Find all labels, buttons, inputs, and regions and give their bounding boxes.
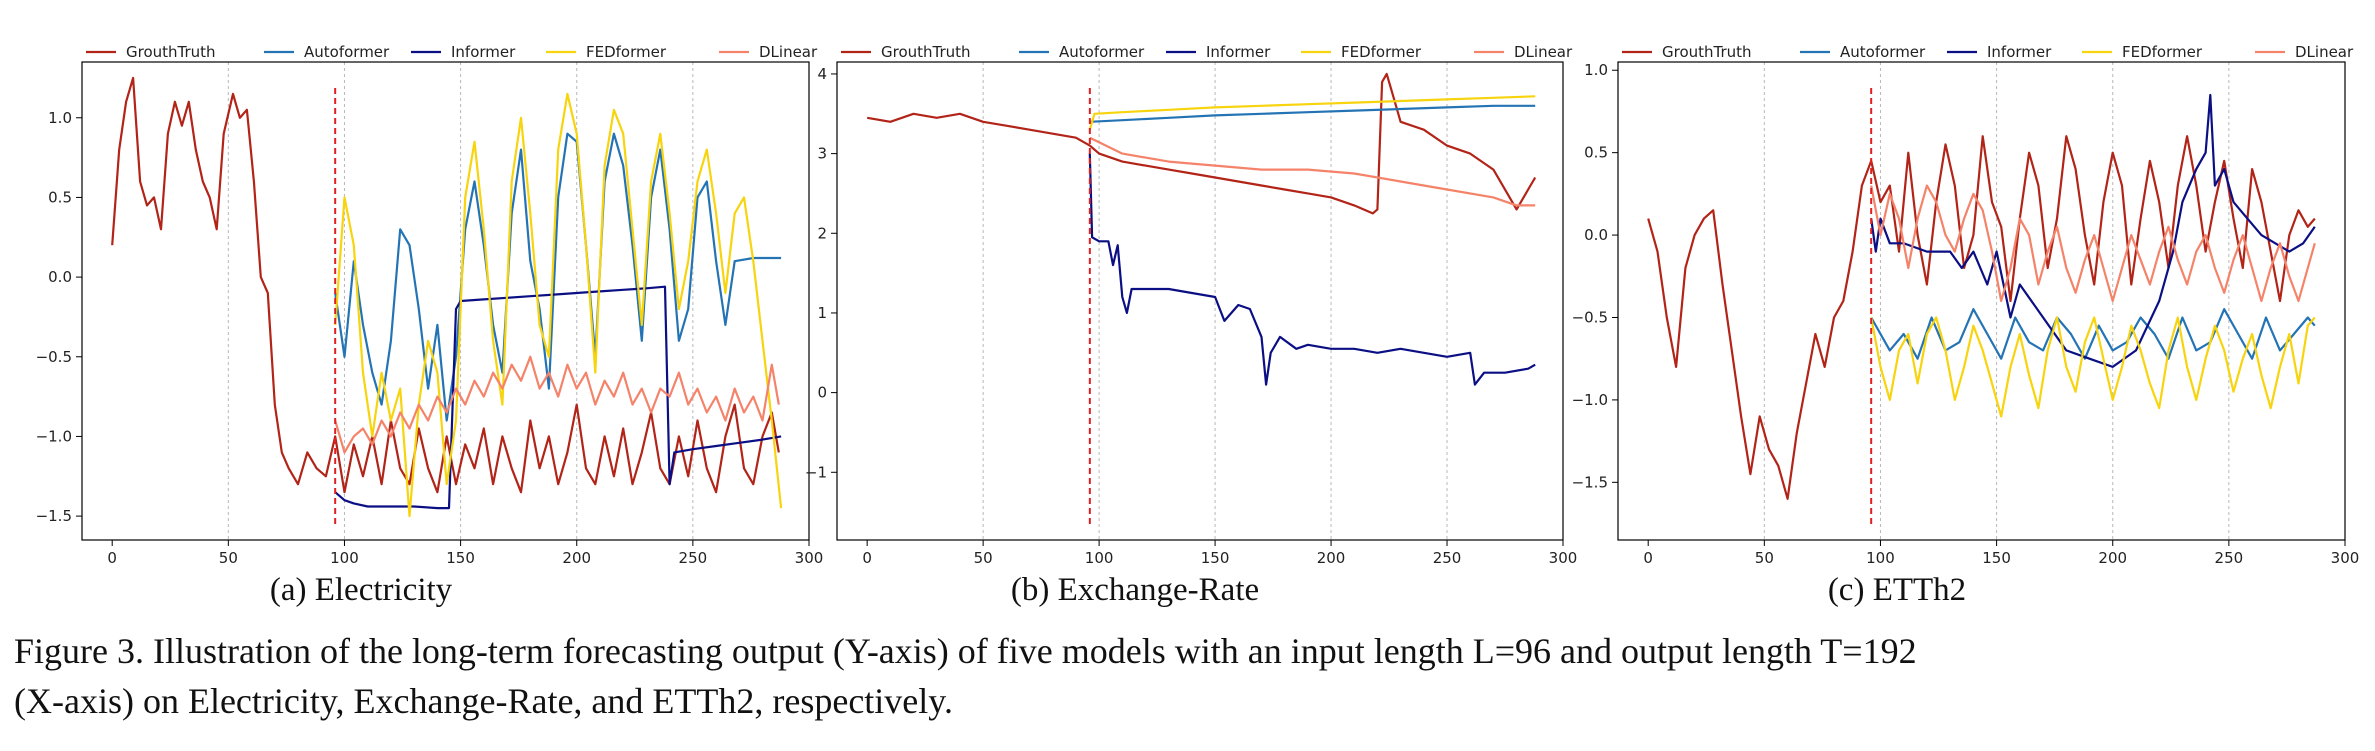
- series-group: [867, 72, 1537, 386]
- series-line-dlinear: [1089, 136, 1536, 207]
- axes-frame: [81, 61, 810, 541]
- y-tick-label: −1: [805, 463, 827, 481]
- x-tick-label: 250: [679, 549, 708, 567]
- x-tick-label: 50: [974, 549, 993, 567]
- y-tick-label: 1: [817, 304, 827, 322]
- series-line-informer: [1870, 93, 2316, 368]
- figure-caption: Figure 3. Illustration of the long-term …: [14, 626, 2354, 726]
- x-tick-label: 150: [1201, 549, 1230, 567]
- caption-line-1: Figure 3. Illustration of the long-term …: [14, 631, 1917, 671]
- series-line-informer: [334, 285, 782, 510]
- legend-label-autoformer: Autoformer: [1840, 43, 1926, 61]
- x-tick-label: 300: [795, 549, 824, 567]
- y-tick-label: 0.0: [48, 268, 72, 286]
- series-line-informer: [1088, 153, 1536, 386]
- x-tick-label: 250: [1433, 549, 1462, 567]
- legend-label-dlinear: DLinear: [2295, 43, 2354, 61]
- series-line-grouthtruth: [867, 72, 1537, 215]
- legend-label-fedformer: FEDformer: [586, 43, 667, 61]
- axes-frame: [836, 61, 1564, 541]
- y-tick-label: −1.0: [1572, 391, 1608, 409]
- series-group: [1647, 93, 2316, 500]
- subfigure-caption: (a) Electricity: [270, 572, 453, 608]
- x-tick-label: 0: [107, 549, 117, 567]
- y-tick-label: 0.5: [48, 188, 72, 206]
- legend-label-dlinear: DLinear: [759, 43, 818, 61]
- x-tick-label: 50: [1755, 549, 1774, 567]
- y-tick-label: 4: [817, 65, 827, 83]
- y-tick-label: 0: [817, 384, 827, 402]
- subfigure-caption: (b) Exchange-Rate: [1011, 572, 1259, 608]
- y-tick-label: −1.0: [36, 427, 72, 445]
- legend-label-fedformer: FEDformer: [1341, 43, 1422, 61]
- y-tick-label: −0.5: [36, 348, 72, 366]
- y-tick-label: 1.0: [1584, 61, 1608, 79]
- series-line-fedformer: [334, 92, 783, 518]
- chart-panel-2: 0 50 100 150 200 250 300 −1 0 1 2 3 4 GrouthTruth Auto…: [805, 43, 1577, 608]
- series-line-fedformer: [1870, 316, 2316, 418]
- series-line-dlinear: [1870, 184, 2316, 303]
- x-tick-label: 300: [1549, 549, 1578, 567]
- series-line-autoformer: [1089, 104, 1536, 123]
- series-group: [111, 76, 783, 518]
- legend-label-autoformer: Autoformer: [304, 43, 390, 61]
- series-line-dlinear: [334, 355, 780, 454]
- chart-panel-1: 0 50 100 150 200 250 300 −1.5 −1.0 −0.5 0.0 0.5 1.0 G…: [36, 43, 824, 608]
- legend-label-dlinear: DLinear: [1514, 43, 1573, 61]
- legend-label-informer: Informer: [1987, 43, 2052, 61]
- legend-label-autoformer: Autoformer: [1059, 43, 1145, 61]
- legend-label-grouthtruth: GrouthTruth: [1662, 43, 1752, 61]
- legend-label-grouthtruth: GrouthTruth: [126, 43, 216, 61]
- chart-panel-3: 0 50 100 150 200 250 300 −1.5 −1.0 −0.5 0.0 0.5 1.0 G…: [1572, 43, 2360, 608]
- caption-line-2: (X-axis) on Electricity, Exchange-Rate, …: [14, 681, 953, 721]
- x-tick-label: 150: [446, 549, 475, 567]
- y-tick-label: 2: [817, 224, 827, 242]
- y-tick-label: 3: [817, 145, 827, 163]
- x-tick-label: 100: [1085, 549, 1114, 567]
- series-line-grouthtruth: [1647, 135, 2316, 500]
- x-tick-label: 250: [2215, 549, 2244, 567]
- x-tick-label: 100: [1866, 549, 1895, 567]
- x-tick-label: 200: [1317, 549, 1346, 567]
- x-tick-label: 200: [2098, 549, 2127, 567]
- x-tick-label: 0: [1643, 549, 1653, 567]
- x-tick-label: 50: [219, 549, 238, 567]
- y-tick-label: −1.5: [1572, 473, 1608, 491]
- legend-label-informer: Informer: [451, 43, 516, 61]
- series-line-autoformer: [334, 132, 782, 422]
- y-tick-label: 0.5: [1584, 144, 1608, 162]
- x-tick-label: 100: [330, 549, 359, 567]
- series-line-autoformer: [1870, 308, 2316, 360]
- x-tick-label: 200: [562, 549, 591, 567]
- series-line-fedformer: [1088, 95, 1536, 131]
- series-line-grouthtruth: [111, 76, 780, 494]
- x-tick-label: 0: [862, 549, 872, 567]
- y-tick-label: 1.0: [48, 109, 72, 127]
- y-tick-label: −0.5: [1572, 308, 1608, 326]
- y-tick-label: −1.5: [36, 507, 72, 525]
- x-tick-label: 300: [2331, 549, 2360, 567]
- subfigure-caption: (c) ETTh2: [1828, 572, 1966, 608]
- axes-frame: [1617, 61, 2346, 541]
- legend-label-fedformer: FEDformer: [2122, 43, 2203, 61]
- legend-label-informer: Informer: [1206, 43, 1271, 61]
- y-tick-label: 0.0: [1584, 226, 1608, 244]
- legend-label-grouthtruth: GrouthTruth: [881, 43, 971, 61]
- x-tick-label: 150: [1982, 549, 2011, 567]
